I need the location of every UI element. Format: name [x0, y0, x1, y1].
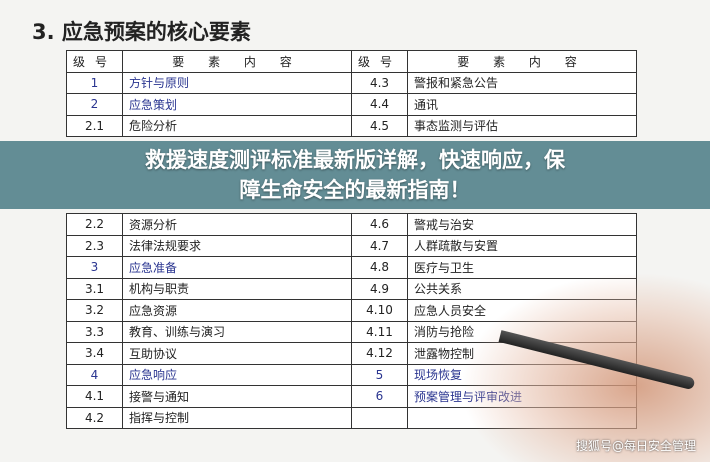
content-cell: 应急准备: [122, 256, 352, 279]
table-row: 2.1 危险分析 4.5 事态监测与评估: [66, 114, 637, 137]
level-cell: 4.6: [351, 213, 408, 236]
headline-line-1: 救援速度测评标准最新版详解，快速响应，保: [145, 148, 565, 172]
level-cell: [351, 406, 408, 429]
level-cell: 6: [351, 385, 408, 408]
level-cell: 2.2: [66, 213, 123, 236]
content-cell: 应急响应: [122, 363, 352, 386]
level-cell: 4: [66, 363, 123, 386]
level-cell: 级号: [351, 50, 408, 73]
table-header: 级号要 素 内 容级号要 素 内 容: [66, 50, 637, 73]
table-row: 2.3 法律法规要求 4.7 人群疏散与安置: [66, 234, 637, 257]
content-cell: 人群疏散与安置: [407, 234, 637, 257]
table-row: 3.2 应急资源 4.10 应急人员安全: [66, 299, 637, 322]
level-cell: 1: [66, 71, 123, 94]
content-cell: 互助协议: [122, 342, 352, 365]
content-cell: 方针与原则: [122, 71, 352, 94]
elements-table-top: 级号要 素 内 容级号要 素 内 容 1 方针与原则 4.3 警报和紧急公告 2 应急策划 4…: [66, 50, 637, 137]
headline-line-2: 障生命安全的最新指南！: [239, 178, 471, 202]
level-cell: 4.3: [351, 71, 408, 94]
level-cell: 4.5: [351, 114, 408, 137]
content-cell: 警戒与治安: [407, 213, 637, 236]
level-cell: 2.1: [66, 114, 123, 137]
content-cell: 应急资源: [122, 299, 352, 322]
content-cell: 应急策划: [122, 93, 352, 116]
table-row: 4.1 接警与通知 6 预案管理与评审改进: [66, 385, 637, 408]
table-row: 2.2 资源分析 4.6 警戒与治安: [66, 213, 637, 236]
level-cell: 4.11: [351, 320, 408, 343]
section-title: 3. 应急预案的核心要素: [32, 20, 251, 44]
table-row: 4 应急响应 5 现场恢复: [66, 363, 637, 386]
content-cell: 应急人员安全: [407, 299, 637, 322]
content-cell: 预案管理与评审改进: [407, 385, 637, 408]
level-cell: 2: [66, 93, 123, 116]
level-cell: 级号: [66, 50, 123, 73]
content-cell: 危险分析: [122, 114, 352, 137]
level-cell: 5: [351, 363, 408, 386]
level-cell: 3.3: [66, 320, 123, 343]
level-cell: 3.4: [66, 342, 123, 365]
content-cell: 公共关系: [407, 277, 637, 300]
level-cell: 4.2: [66, 406, 123, 429]
headline-banner: 救援速度测评标准最新版详解，快速响应，保 障生命安全的最新指南！: [0, 141, 710, 209]
level-cell: 2.3: [66, 234, 123, 257]
watermark: 搜狐号@每日安全管理: [575, 439, 696, 453]
content-cell: 要 素 内 容: [407, 50, 637, 73]
content-cell: 法律法规要求: [122, 234, 352, 257]
content-cell: 事态监测与评估: [407, 114, 637, 137]
elements-table-bottom: 2.2 资源分析 4.6 警戒与治安 2.3 法律法规要求 4.7 人群疏散与安置 3 应急准备 4…: [66, 213, 637, 429]
level-cell: 3: [66, 256, 123, 279]
table-row: 3.1 机构与职责 4.9 公共关系: [66, 277, 637, 300]
content-cell: 通讯: [407, 93, 637, 116]
content-cell: 接警与通知: [122, 385, 352, 408]
content-cell: 医疗与卫生: [407, 256, 637, 279]
level-cell: 4.12: [351, 342, 408, 365]
table-row: 1 方针与原则 4.3 警报和紧急公告: [66, 71, 637, 94]
content-cell: 警报和紧急公告: [407, 71, 637, 94]
level-cell: 4.10: [351, 299, 408, 322]
level-cell: 4.4: [351, 93, 408, 116]
level-cell: 4.8: [351, 256, 408, 279]
table-row: 3 应急准备 4.8 医疗与卫生: [66, 256, 637, 279]
content-cell: 指挥与控制: [122, 406, 352, 429]
content-cell: 要 素 内 容: [122, 50, 352, 73]
content-cell: 教育、训练与演习: [122, 320, 352, 343]
content-cell: 机构与职责: [122, 277, 352, 300]
content-cell: [407, 406, 637, 429]
content-cell: 资源分析: [122, 213, 352, 236]
table-row: 2 应急策划 4.4 通讯: [66, 93, 637, 116]
level-cell: 3.1: [66, 277, 123, 300]
level-cell: 4.9: [351, 277, 408, 300]
level-cell: 4.1: [66, 385, 123, 408]
table-row: 4.2 指挥与控制: [66, 406, 637, 429]
level-cell: 4.7: [351, 234, 408, 257]
level-cell: 3.2: [66, 299, 123, 322]
table-row: 3.3 教育、训练与演习 4.11 消防与抢险: [66, 320, 637, 343]
